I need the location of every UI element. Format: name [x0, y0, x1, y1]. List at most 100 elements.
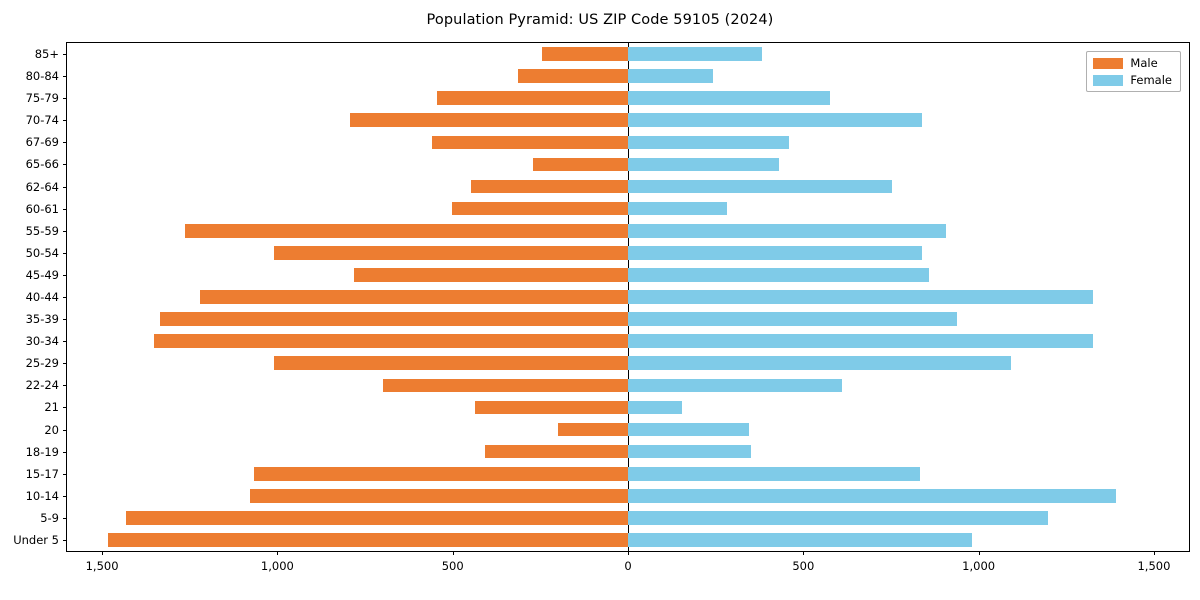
- pyramid-row: [67, 47, 1189, 61]
- x-tick-mark: [978, 551, 980, 555]
- bar-male-30-34: [153, 334, 628, 348]
- bar-female-65-66: [628, 157, 780, 172]
- y-tick-label-10-14: 10-14: [25, 488, 59, 503]
- bar-female-67-69: [628, 135, 790, 150]
- y-tick-mark: [63, 208, 67, 210]
- bar-female-40-44: [628, 290, 1094, 304]
- bar-male-75-79: [436, 91, 628, 106]
- bar-female-10-14: [628, 488, 1117, 503]
- bar-male-10-14: [250, 488, 628, 503]
- y-tick-mark: [63, 451, 67, 453]
- y-tick-mark: [63, 274, 67, 276]
- bar-male-40-44: [199, 290, 628, 304]
- y-tick-label-60-61: 60-61: [25, 201, 59, 216]
- bar-male-80-84: [518, 69, 628, 83]
- y-tick-label-65-66: 65-66: [25, 157, 59, 172]
- y-tick-mark: [63, 363, 67, 365]
- y-tick-mark: [63, 341, 67, 343]
- y-tick-label-18-19: 18-19: [25, 444, 59, 459]
- plot-area: 85+ 80-84 75-79 70-74 67-69 65-66 62-64 60-61 55…: [13, 42, 1190, 573]
- pyramid-row: [67, 488, 1189, 503]
- y-tick-label-25-29: 25-29: [25, 356, 59, 371]
- bar-male-70-74: [349, 113, 628, 128]
- x-tick-mark: [102, 551, 104, 555]
- y-tick-mark: [63, 429, 67, 431]
- pyramid-row: [67, 179, 1189, 194]
- y-tick-label-67-69: 67-69: [25, 135, 59, 150]
- pyramid-row: [67, 356, 1189, 371]
- pyramid-row: [67, 378, 1189, 393]
- y-tick-label-22-24: 22-24: [25, 378, 59, 393]
- y-tick-mark: [63, 252, 67, 254]
- x-tick-label-0: 1,500: [85, 559, 119, 573]
- y-tick-mark: [63, 495, 67, 497]
- y-tick-label-40-44: 40-44: [25, 290, 59, 304]
- pyramid-row: [67, 444, 1189, 459]
- y-tick-mark: [63, 407, 67, 409]
- y-tick-label-20: 20: [44, 422, 59, 437]
- bar-female-45-49: [628, 268, 929, 282]
- bar-female-under-5: [628, 533, 972, 547]
- legend-item-male: Male: [1093, 57, 1172, 69]
- y-tick-label-80-84: 80-84: [25, 69, 59, 84]
- x-tick-label-4: 500: [792, 559, 815, 573]
- bar-female-21: [628, 400, 682, 415]
- pyramid-row: [67, 466, 1189, 481]
- bar-male-50-54: [274, 245, 628, 260]
- bar-male-35-39: [159, 312, 628, 326]
- bar-female-85-: [628, 47, 763, 61]
- bar-male-65-66: [533, 157, 628, 172]
- bar-male-45-49: [354, 268, 628, 282]
- y-tick-label-5-9: 5-9: [40, 510, 59, 525]
- bar-male-85-: [542, 47, 628, 61]
- legend-swatch-female: [1093, 74, 1124, 86]
- y-tick-mark: [63, 120, 67, 122]
- y-tick-mark: [63, 186, 67, 188]
- bar-male-22-24: [382, 378, 628, 393]
- bar-male-18-19: [484, 444, 628, 459]
- bar-female-5-9: [628, 511, 1049, 525]
- pyramid-row: [67, 69, 1189, 83]
- bar-female-35-39: [628, 312, 957, 326]
- chart-title: Population Pyramid: US ZIP Code 59105 (2…: [426, 12, 774, 28]
- y-tick-label-62-64: 62-64: [25, 179, 59, 194]
- bar-female-80-84: [628, 69, 713, 83]
- pyramid-row: [67, 312, 1189, 326]
- x-tick-mark: [1153, 551, 1155, 555]
- pyramid-row: [67, 157, 1189, 172]
- bar-male-55-59: [184, 223, 628, 238]
- y-tick-label-50-54: 50-54: [25, 245, 59, 260]
- x-tick-mark: [452, 551, 454, 555]
- legend-label-male: Male: [1130, 56, 1158, 70]
- legend-swatch-male: [1093, 57, 1124, 69]
- x-tick-mark: [628, 551, 629, 555]
- pyramid-row: [67, 422, 1189, 437]
- pyramid-row: [67, 334, 1189, 348]
- y-tick-label-75-79: 75-79: [25, 91, 59, 106]
- bar-female-60-61: [628, 201, 727, 216]
- y-tick-mark: [63, 76, 67, 78]
- pyramid-row: [67, 245, 1189, 260]
- bar-female-22-24: [628, 378, 843, 393]
- x-tick-label-3: 0: [624, 559, 632, 573]
- y-tick-label-21: 21: [44, 400, 59, 415]
- y-tick-mark: [63, 164, 67, 166]
- bar-female-15-17: [628, 466, 920, 481]
- y-tick-mark: [63, 517, 67, 519]
- y-tick-mark: [63, 539, 67, 541]
- y-tick-mark: [63, 54, 67, 56]
- chart-legend: Male Female: [1086, 51, 1181, 92]
- bar-male-20: [558, 422, 628, 437]
- y-tick-mark: [63, 473, 67, 475]
- y-tick-label-15-17: 15-17: [25, 466, 59, 481]
- pyramid-row: [67, 223, 1189, 238]
- y-tick-label-30-34: 30-34: [25, 334, 59, 349]
- y-tick-label-under-5: Under 5: [13, 532, 59, 547]
- bar-male-5-9: [125, 511, 628, 525]
- x-tick-label-6: 1,500: [1137, 559, 1171, 573]
- legend-item-female: Female: [1093, 74, 1172, 86]
- x-tick-label-2: 500: [441, 559, 464, 573]
- bar-female-55-59: [628, 223, 946, 238]
- y-tick-mark: [63, 142, 67, 144]
